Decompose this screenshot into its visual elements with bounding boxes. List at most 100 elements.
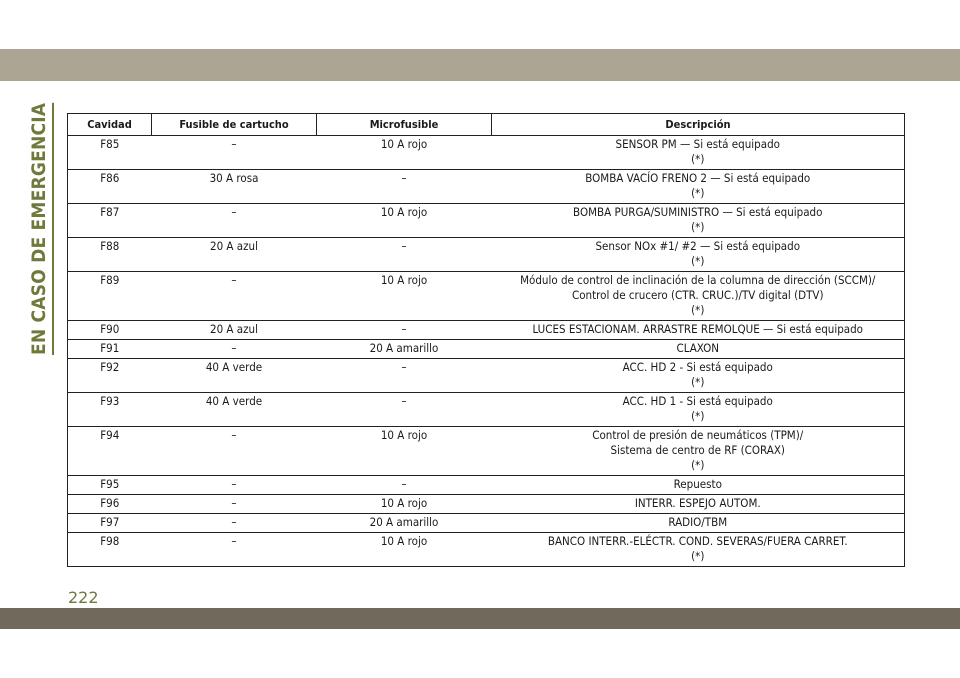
micro-fuse-cell: – (316, 475, 492, 495)
description-line: ACC. HD 1 - Si está equipado (622, 394, 773, 408)
description-line: (*) (691, 375, 705, 389)
description-line: INTERR. ESPEJO AUTOM. (634, 496, 761, 510)
description-line: (*) (691, 220, 705, 234)
description-line: Control de crucero (CTR. CRUC.)/TV digit… (571, 288, 824, 302)
section-title: EN CASO DE EMERGENCIA (28, 102, 50, 355)
table-row: F94–10 A rojo Control de presión de neumá… (67, 426, 905, 476)
cartridge-fuse-cell: – (151, 271, 317, 321)
description-cell: Sensor NOx #1/ #2 — Si está equipado (*) (491, 237, 905, 272)
table-row: F89–10 A rojo Módulo de control de inclin… (67, 271, 905, 321)
table-row: F96–10 A rojo INTERR. ESPEJO AUTOM. (67, 494, 905, 514)
cavity-cell: F88 (67, 237, 152, 272)
micro-fuse-cell: 10 A rojo (316, 271, 492, 321)
description-cell: BOMBA VACÍO FRENO 2 — Si está equipado (*… (491, 169, 905, 204)
column-header-description: Descripción (491, 113, 905, 136)
description-cell: RADIO/TBM (491, 513, 905, 533)
table-row: F93 40 A verde – ACC. HD 1 - Si está equipa… (67, 392, 905, 427)
cavity-cell: F87 (67, 203, 152, 238)
description-line: Sensor NOx #1/ #2 — Si está equipado (595, 239, 801, 253)
table-header-row: Cavidad Fusible de cartucho Microfusible… (67, 113, 905, 136)
table-row: F92 40 A verde – ACC. HD 2 - Si está equipa… (67, 358, 905, 393)
micro-fuse-cell: 20 A amarillo (316, 339, 492, 359)
description-line: (*) (691, 152, 705, 166)
micro-fuse-cell: 10 A rojo (316, 532, 492, 567)
cavity-cell: F91 (67, 339, 152, 359)
description-cell: Repuesto (491, 475, 905, 495)
description-line: BANCO INTERR.-ELÉCTR. COND. SEVERAS/FUER… (547, 534, 848, 548)
description-line: RADIO/TBM (668, 515, 728, 529)
description-cell: BANCO INTERR.-ELÉCTR. COND. SEVERAS/FUER… (491, 532, 905, 567)
description-cell: ACC. HD 1 - Si está equipado (*) (491, 392, 905, 427)
micro-fuse-cell: – (316, 320, 492, 340)
micro-fuse-cell: 10 A rojo (316, 494, 492, 514)
cavity-cell: F86 (67, 169, 152, 204)
cavity-cell: F97 (67, 513, 152, 533)
table-row: F86 30 A rosa – BOMBA VACÍO FRENO 2 — Si es… (67, 169, 905, 204)
description-line: LUCES ESTACIONAM. ARRASTRE REMOLQUE — Si… (532, 322, 864, 336)
cartridge-fuse-cell: – (151, 203, 317, 238)
cavity-cell: F85 (67, 135, 152, 170)
cavity-cell: F89 (67, 271, 152, 321)
description-cell: CLAXON (491, 339, 905, 359)
cavity-cell: F98 (67, 532, 152, 567)
description-line: Sistema de centro de RF (CORAX) (610, 443, 785, 457)
footer-band (0, 608, 960, 629)
column-header-cartridge-fuse: Fusible de cartucho (151, 113, 317, 136)
description-line: (*) (691, 186, 705, 200)
cartridge-fuse-cell: – (151, 339, 317, 359)
cavity-cell: F92 (67, 358, 152, 393)
description-line: (*) (691, 409, 705, 423)
cartridge-fuse-cell: – (151, 494, 317, 514)
cartridge-fuse-cell: 20 A azul (151, 237, 317, 272)
cartridge-fuse-cell: – (151, 513, 317, 533)
micro-fuse-cell: – (316, 169, 492, 204)
cavity-cell: F93 (67, 392, 152, 427)
table-row: F88 20 A azul – Sensor NOx #1/ #2 — Si está… (67, 237, 905, 272)
cartridge-fuse-cell: – (151, 426, 317, 476)
description-line: SENSOR PM — Si está equipado (615, 137, 780, 151)
cavity-cell: F90 (67, 320, 152, 340)
page-number: 222 (68, 588, 99, 607)
micro-fuse-cell: 10 A rojo (316, 135, 492, 170)
description-line: Control de presión de neumáticos (TPM)/ (592, 428, 804, 442)
micro-fuse-cell: 10 A rojo (316, 426, 492, 476)
column-header-micro-fuse: Microfusible (316, 113, 492, 136)
table-row: F90 20 A azul – LUCES ESTACIONAM. ARRASTRE … (67, 320, 905, 340)
column-header-cavity: Cavidad (67, 113, 152, 136)
description-cell: LUCES ESTACIONAM. ARRASTRE REMOLQUE — Si… (491, 320, 905, 340)
description-line: (*) (691, 254, 705, 268)
description-line: (*) (691, 458, 705, 472)
description-line: BOMBA PURGA/SUMINISTRO — Si está equipad… (573, 205, 823, 219)
description-line: ACC. HD 2 - Si está equipado (622, 360, 773, 374)
cavity-cell: F95 (67, 475, 152, 495)
description-cell: INTERR. ESPEJO AUTOM. (491, 494, 905, 514)
header-band (0, 49, 960, 81)
table-row: F95– – Repuesto (67, 475, 905, 495)
micro-fuse-cell: 20 A amarillo (316, 513, 492, 533)
cartridge-fuse-cell: 30 A rosa (151, 169, 317, 204)
cartridge-fuse-cell: – (151, 475, 317, 495)
cavity-cell: F94 (67, 426, 152, 476)
description-cell: Módulo de control de inclinación de la c… (491, 271, 905, 321)
table-row: F87–10 A rojo BOMBA PURGA/SUMINISTRO — Si… (67, 203, 905, 238)
description-cell: SENSOR PM — Si está equipado (*) (491, 135, 905, 170)
description-line: Módulo de control de inclinación de la c… (520, 273, 876, 287)
description-cell: BOMBA PURGA/SUMINISTRO — Si está equipad… (491, 203, 905, 238)
description-line: Repuesto (673, 477, 722, 491)
description-line: BOMBA VACÍO FRENO 2 — Si está equipado (585, 171, 811, 185)
micro-fuse-cell: – (316, 358, 492, 393)
cartridge-fuse-cell: – (151, 532, 317, 567)
micro-fuse-cell: – (316, 237, 492, 272)
micro-fuse-cell: 10 A rojo (316, 203, 492, 238)
description-line: (*) (691, 549, 705, 563)
cartridge-fuse-cell: 40 A verde (151, 392, 317, 427)
table-row: F97–20 A amarillo RADIO/TBM (67, 513, 905, 533)
table-row: F85–10 A rojo SENSOR PM — Si está equipad… (67, 135, 905, 170)
description-line: (*) (691, 303, 705, 317)
table-row: F91–20 A amarillo CLAXON (67, 339, 905, 359)
cartridge-fuse-cell: 40 A verde (151, 358, 317, 393)
table-row: F98–10 A rojo BANCO INTERR.-ELÉCTR. COND.… (67, 532, 905, 567)
cartridge-fuse-cell: 20 A azul (151, 320, 317, 340)
description-cell: ACC. HD 2 - Si está equipado (*) (491, 358, 905, 393)
cavity-cell: F96 (67, 494, 152, 514)
